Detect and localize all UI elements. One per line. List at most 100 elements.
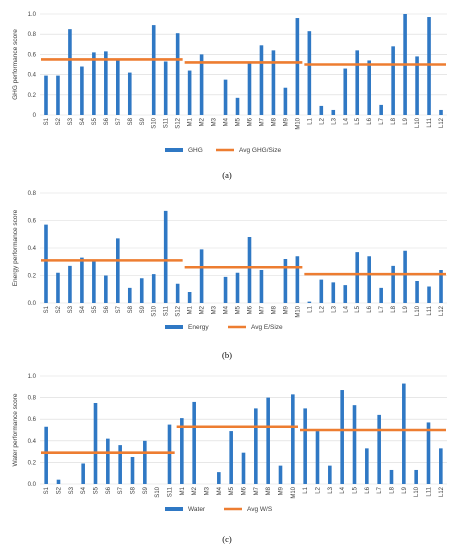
chart-b-xtick-label: L11 <box>427 305 433 315</box>
chart-b-bar <box>367 256 371 303</box>
chart-b-bar <box>415 281 419 303</box>
chart-a-bar <box>439 109 443 115</box>
chart-b-xtick-label: L12 <box>439 305 445 316</box>
chart-c-xtick-label: L4 <box>340 486 346 493</box>
chart-b-bar <box>355 252 360 303</box>
chart-c-xtick-label: M1 <box>180 486 186 495</box>
chart-b-xtick-label: S9 <box>140 305 146 313</box>
chart-a-xtick-label: L6 <box>367 117 373 124</box>
chart-b-xtick-label: S6 <box>104 305 110 313</box>
chart-c-xtick-label: L1 <box>303 486 309 493</box>
chart-a-legend-bar-swatch <box>165 148 183 152</box>
chart-b-bar <box>92 260 96 303</box>
chart-c-xtick-label: L5 <box>353 486 359 493</box>
chart-a-bar <box>343 68 348 115</box>
chart-a-bar <box>271 50 276 115</box>
chart-a-xtick-label: M2 <box>200 117 206 126</box>
chart-c-xtick-label: L11 <box>427 486 433 496</box>
chart-c-bar <box>328 465 332 484</box>
chart-c-xtick-label: S5 <box>94 486 100 494</box>
chart-b-xtick-label: S10 <box>152 305 158 316</box>
chart-b-bar <box>44 224 48 303</box>
chart-b-ylabel: Energy performance score <box>12 209 19 286</box>
chart-c-xtick-label: M2 <box>192 486 198 495</box>
chart-c-bar <box>414 469 418 484</box>
chart-b-xtick-label: S3 <box>68 305 74 313</box>
chart-b-bar <box>379 287 383 303</box>
chart-b-xtick-label: M5 <box>236 305 242 314</box>
chart-c-xtick-label: M9 <box>279 486 285 495</box>
chart-b-xtick-label: S11 <box>164 305 170 316</box>
chart-a-bar <box>163 61 168 115</box>
chart-b-bar <box>391 265 395 303</box>
chart-c-ytick-label: 0.6 <box>28 417 37 423</box>
chart-c-bar <box>217 472 221 484</box>
chart-a-bar <box>427 17 431 116</box>
chart-a-bar <box>259 45 264 116</box>
chart-c-bar <box>81 463 85 484</box>
chart-a-ytick-label: 0.2 <box>28 93 37 99</box>
chart-b-xtick-label: M3 <box>212 305 218 314</box>
chart-a-bar <box>307 31 312 116</box>
chart-a-ytick-label: 0.4 <box>28 73 37 79</box>
chart-b-bar <box>139 278 144 303</box>
chart-c-xtick-label: M5 <box>229 486 235 495</box>
chart-b-ytick-label: 0.8 <box>28 191 37 197</box>
chart-b-bar <box>127 287 132 303</box>
chart-c-bar <box>439 448 443 484</box>
chart-c-bar <box>352 405 357 484</box>
chart-b-xtick-label: S12 <box>176 305 182 316</box>
chart-a-bar <box>104 51 108 115</box>
chart-b-xtick-label: S8 <box>128 305 134 313</box>
chart-a-bar <box>283 87 288 115</box>
chart-a-bar <box>415 56 419 115</box>
chart-b-xtick-label: S5 <box>92 305 98 313</box>
chart-c-xtick-label: S3 <box>69 486 75 494</box>
chart-a-xtick-label: S11 <box>164 117 170 128</box>
chart-c-legend-bar-swatch <box>165 507 183 511</box>
chart-c-ytick-label: 0.0 <box>28 482 37 488</box>
chart-a-xtick-label: S5 <box>92 117 98 125</box>
chart-b-legend-series-label: Energy <box>188 324 209 331</box>
chart-c-bar <box>143 440 147 484</box>
chart-c-xtick-label: S11 <box>168 486 174 497</box>
chart-b-xtick-label: M9 <box>283 305 289 314</box>
chart-b-bar <box>68 265 72 303</box>
chart-a-bar <box>355 50 360 115</box>
chart-b-xtick-label: M6 <box>247 305 253 314</box>
chart-c-bar <box>402 383 406 484</box>
chart-a-bar <box>223 79 228 115</box>
chart-b-bar <box>319 279 324 303</box>
chart-b-xtick-label: S7 <box>116 305 122 313</box>
chart-a-xtick-label: L2 <box>319 117 325 124</box>
chart-c-legend: Water Avg W/S <box>165 506 273 513</box>
chart-c-xtick-label: S6 <box>106 486 112 494</box>
chart-c-xtick-label: S10 <box>155 486 161 497</box>
chart-c-bar <box>254 408 258 484</box>
chart-c-bar <box>229 431 233 484</box>
chart-a-panel-label: (a) <box>222 170 232 180</box>
chart-a-bar <box>68 29 72 115</box>
chart-c-xtick-label: M3 <box>205 486 211 495</box>
chart-b-xtick-label: S1 <box>44 305 50 313</box>
chart-b-legend: Energy Avg E/Size <box>165 324 283 331</box>
chart-b-bar <box>163 210 168 303</box>
chart-c-bar <box>340 390 344 484</box>
chart-a-bar <box>127 72 132 115</box>
chart-a-xtick-label: M7 <box>259 117 265 126</box>
chart-b-bar <box>187 292 192 303</box>
chart-c-xtick-label: L3 <box>328 486 334 493</box>
chart-a-xtick-label: L7 <box>379 117 385 124</box>
chart-a-xtick-label: L5 <box>355 117 361 124</box>
chart-c-xtick-label: S4 <box>81 486 87 494</box>
chart-c-ytick-label: 0.4 <box>28 439 37 445</box>
chart-c-xtick-label: L8 <box>390 486 396 493</box>
chart-a-ylabel: GHG performance score <box>12 29 19 100</box>
chart-c-ytick-label: 0.2 <box>28 460 37 466</box>
chart-b-bar <box>331 282 336 303</box>
chart-a-bar <box>187 70 192 115</box>
chart-c-panel-label: (c) <box>222 534 232 544</box>
chart-c-bar <box>303 408 307 484</box>
chart-b-bar <box>307 301 312 303</box>
chart-a-ytick-label: 0 <box>33 113 37 119</box>
